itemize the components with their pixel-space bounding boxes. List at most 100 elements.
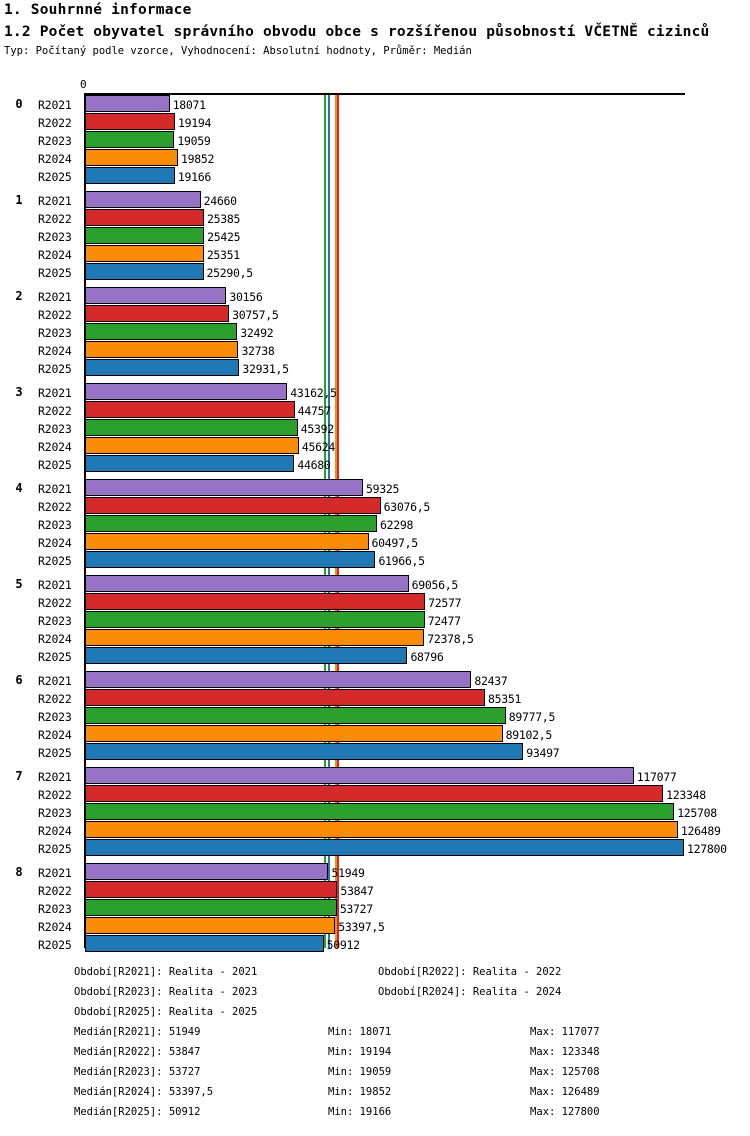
bar-row: R2023 125708 — [0, 803, 750, 821]
series-row-label: R2023 — [38, 422, 72, 436]
bar[interactable] — [85, 131, 175, 148]
bar[interactable] — [85, 209, 204, 226]
bar[interactable] — [85, 821, 678, 838]
bar-row: R2021 30156 — [0, 287, 750, 305]
bar[interactable] — [85, 647, 408, 664]
bar[interactable] — [85, 95, 170, 112]
bar[interactable] — [85, 707, 506, 724]
bar-value-label: 72477 — [427, 614, 461, 628]
bar[interactable] — [85, 287, 227, 304]
bar[interactable] — [85, 401, 295, 418]
bar[interactable] — [85, 533, 369, 550]
bar[interactable] — [85, 113, 175, 130]
bar-row: R2023 62298 — [0, 515, 750, 533]
series-row-label: R2025 — [38, 650, 72, 664]
bar-row: R2024 53397,5 — [0, 917, 750, 935]
bar-row: R2022 63076,5 — [0, 497, 750, 515]
bar[interactable] — [85, 383, 288, 400]
bar-value-label: 30757,5 — [232, 308, 279, 322]
bar[interactable] — [85, 863, 329, 880]
bar[interactable] — [85, 881, 338, 898]
series-row-label: R2021 — [38, 674, 72, 688]
series-row-label: R2025 — [38, 554, 72, 568]
bar-row: R2021 18071 — [0, 95, 750, 113]
bar[interactable] — [85, 419, 298, 436]
bar-value-label: 19166 — [177, 170, 211, 184]
bar[interactable] — [85, 629, 425, 646]
legend-median-value: Medián[R2021]: 51949 — [74, 1026, 201, 1038]
bar[interactable] — [85, 455, 295, 472]
series-row-label: R2023 — [38, 614, 72, 628]
bar-row: R2025 19166 — [0, 167, 750, 185]
bar[interactable] — [85, 743, 524, 760]
bar[interactable] — [85, 479, 364, 496]
page-title: 1. Souhrnné informace — [4, 2, 192, 18]
bar[interactable] — [85, 227, 205, 244]
group-index-label: 6 — [15, 673, 23, 687]
bar[interactable] — [85, 839, 684, 856]
bar[interactable] — [85, 917, 336, 934]
bar[interactable] — [85, 341, 239, 358]
bar[interactable] — [85, 245, 204, 262]
legend-min-value: Min: 19166 — [328, 1106, 392, 1118]
series-row-label: R2022 — [38, 500, 72, 514]
series-row-label: R2022 — [38, 308, 72, 322]
bar-value-label: 50912 — [326, 938, 360, 952]
bar[interactable] — [85, 899, 337, 916]
legend-median-value: Medián[R2022]: 53847 — [74, 1046, 201, 1058]
bar[interactable] — [85, 515, 377, 532]
bar[interactable] — [85, 437, 299, 454]
bar-value-label: 125708 — [677, 806, 717, 820]
bar[interactable] — [85, 689, 486, 706]
bar-row: R2023 25425 — [0, 227, 750, 245]
bar[interactable] — [85, 191, 201, 208]
bar[interactable] — [85, 611, 425, 628]
bar[interactable] — [85, 305, 230, 322]
legend-period-item: Období[R2022]: Realita - 2022 — [378, 966, 562, 978]
bar-value-label: 89777,5 — [508, 710, 556, 724]
legend-period-item: Období[R2025]: Realita - 2025 — [74, 1006, 258, 1018]
bar-value-label: 61966,5 — [378, 554, 425, 568]
bar[interactable] — [85, 935, 324, 952]
bar[interactable] — [85, 725, 503, 742]
bar[interactable] — [85, 593, 426, 610]
legend-period-item: Období[R2024]: Realita - 2024 — [378, 986, 562, 998]
bar[interactable] — [85, 767, 634, 784]
bar[interactable] — [85, 575, 409, 592]
bar-group: 1 R2021 24660 R2022 25385 R2023 25425 R2024 2535… — [0, 191, 750, 281]
series-row-label: R2021 — [38, 482, 72, 496]
legend-max-value: Max: 117077 — [530, 1026, 600, 1038]
series-row-label: R2024 — [38, 344, 72, 358]
bar[interactable] — [85, 497, 381, 514]
bar-row: R2022 25385 — [0, 209, 750, 227]
bar-value-label: 123348 — [666, 788, 706, 802]
legend-stats-row: Medián[R2022]: 53847 Min: 19194 Max: 12334… — [0, 1046, 750, 1066]
series-row-label: R2022 — [38, 788, 72, 802]
bar[interactable] — [85, 263, 204, 280]
bar-value-label: 24660 — [203, 194, 237, 208]
axis-top-line — [85, 93, 685, 95]
bar[interactable] — [85, 785, 664, 802]
group-index-label: 0 — [15, 97, 23, 111]
bar[interactable] — [85, 551, 376, 568]
series-row-label: R2024 — [38, 440, 72, 454]
group-index-label: 3 — [15, 385, 23, 399]
bar-value-label: 72378,5 — [427, 632, 474, 646]
bar-row: R2022 85351 — [0, 689, 750, 707]
bar[interactable] — [85, 167, 175, 184]
bar[interactable] — [85, 359, 240, 376]
bar[interactable] — [85, 323, 238, 340]
bar[interactable] — [85, 671, 472, 688]
legend-period-item: Období[R2021]: Realita - 2021 — [74, 966, 258, 978]
legend-period-row: Období[R2021]: Realita - 2021 Období[R202… — [0, 966, 750, 986]
bar-row: R2025 32931,5 — [0, 359, 750, 377]
bar-value-label: 69056,5 — [411, 578, 459, 592]
bar-value-label: 25385 — [206, 212, 241, 226]
bar[interactable] — [85, 149, 179, 166]
bar-row: R2021 82437 — [0, 671, 750, 689]
series-row-label: R2023 — [38, 230, 72, 244]
bar[interactable] — [85, 803, 675, 820]
bar-value-label: 32931,5 — [242, 362, 289, 376]
bar-value-label: 30156 — [229, 290, 263, 304]
series-row-label: R2022 — [38, 596, 72, 610]
